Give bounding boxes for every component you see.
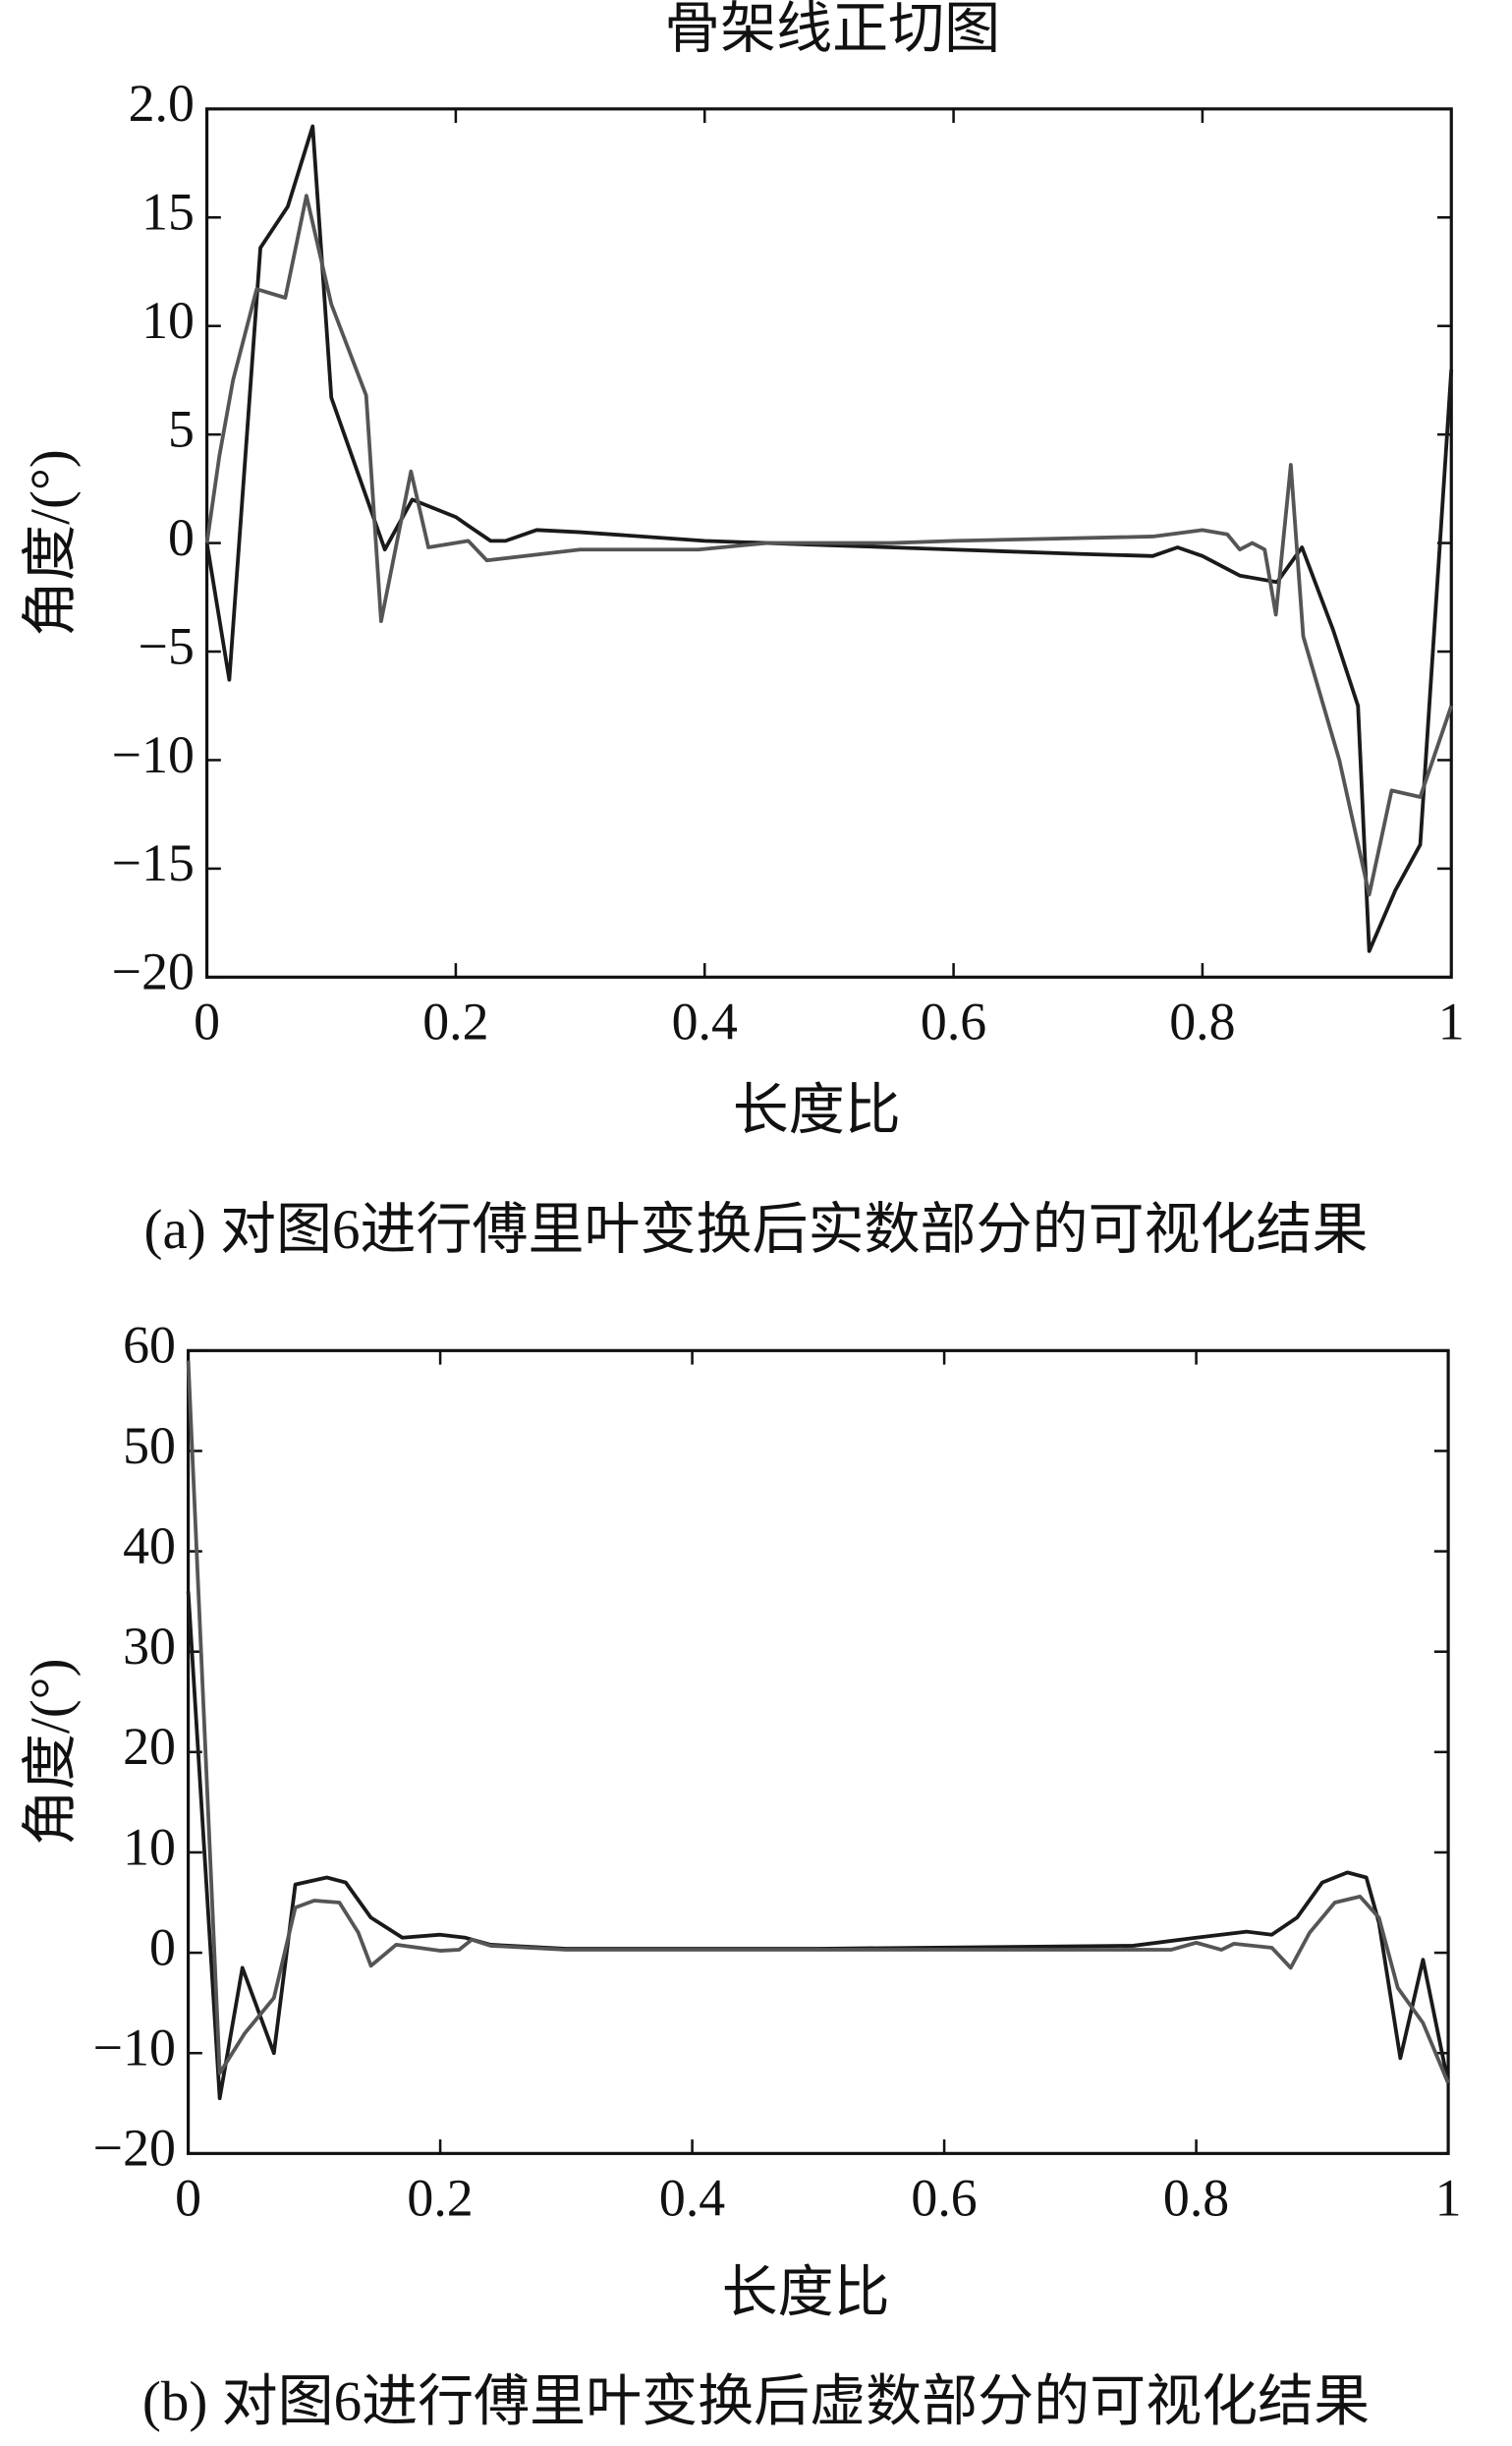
y-tick-label: 5 xyxy=(168,400,195,459)
x-tick-label: 0.8 xyxy=(1169,992,1235,1051)
x-tick-label: 0.8 xyxy=(1163,2168,1229,2227)
data-line xyxy=(204,194,1454,897)
x-axis-label: 长度比 xyxy=(722,2262,890,2324)
x-tick-label: 0.4 xyxy=(659,2168,725,2227)
y-axis-label: 角度/(°) xyxy=(20,1659,82,1847)
y-tick-label: 10 xyxy=(123,1817,176,1876)
y-tick-label: 50 xyxy=(123,1416,176,1475)
y-tick-label: −20 xyxy=(112,942,195,1001)
x-tick-label: 0.2 xyxy=(407,2168,473,2227)
y-tick-label: −10 xyxy=(112,725,195,784)
x-axis-label: 长度比 xyxy=(733,1079,901,1141)
chart-title: 骨架线正切图 xyxy=(664,0,1000,60)
x-tick-label: 0.6 xyxy=(921,992,986,1051)
data-line xyxy=(204,124,1454,953)
caption: (b) 对图6进行傅里叶变换后虚数部分的可视化结果 xyxy=(142,2370,1370,2432)
y-axis-label: 角度/(°) xyxy=(20,449,82,637)
y-tick-label: −5 xyxy=(139,616,195,675)
y-tick-label: −10 xyxy=(93,2019,176,2077)
y-tick-label: 0 xyxy=(168,508,195,567)
y-tick-label: 2.0 xyxy=(129,74,195,133)
x-tick-label: 0.6 xyxy=(911,2168,977,2227)
x-tick-label: 0.4 xyxy=(672,992,738,1051)
caption: (a) 对图6进行傅里叶变换后实数部分的可视化结果 xyxy=(143,1199,1368,1261)
y-tick-label: 30 xyxy=(123,1617,176,1676)
y-tick-label: 60 xyxy=(123,1316,176,1375)
y-tick-label: −15 xyxy=(112,833,195,892)
data-line xyxy=(186,1360,1450,2084)
plot-frame xyxy=(186,1348,1450,2155)
y-tick-label: 0 xyxy=(149,1917,176,1976)
y-tick-label: 10 xyxy=(141,291,195,350)
x-tick-label: 1 xyxy=(1435,2168,1462,2227)
data-line xyxy=(186,1591,1450,2101)
y-tick-label: 15 xyxy=(141,183,195,242)
x-tick-label: 0 xyxy=(175,2168,201,2227)
x-tick-label: 1 xyxy=(1438,992,1465,1051)
y-tick-label: −20 xyxy=(93,2119,176,2178)
y-tick-label: 20 xyxy=(123,1717,176,1776)
x-tick-label: 0.2 xyxy=(422,992,488,1051)
x-tick-label: 0 xyxy=(194,992,220,1051)
y-tick-label: 40 xyxy=(123,1516,176,1575)
